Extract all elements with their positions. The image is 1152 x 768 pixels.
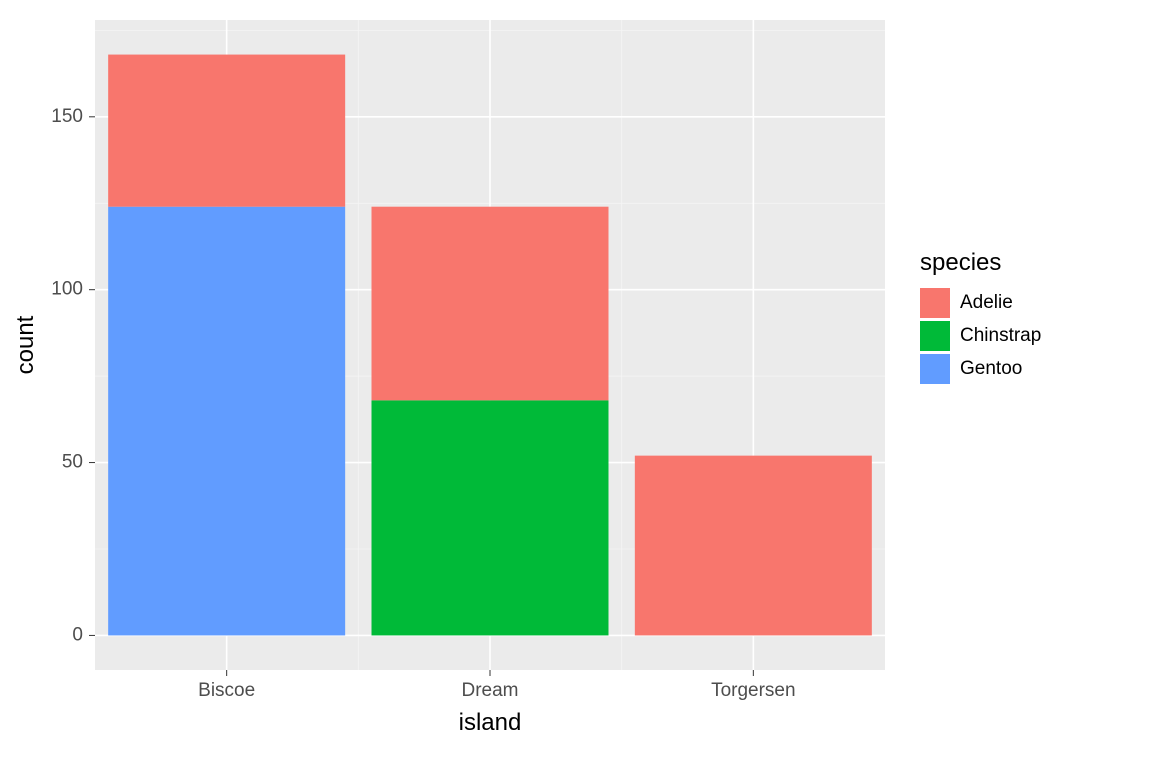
legend-label: Chinstrap	[960, 325, 1041, 346]
legend-label: Gentoo	[960, 358, 1022, 379]
legend-key	[920, 354, 950, 384]
bar-segment	[372, 207, 609, 401]
x-tick-label: Biscoe	[198, 680, 255, 701]
x-tick-label: Dream	[461, 680, 518, 701]
y-tick-label: 0	[72, 624, 83, 645]
bar-segment	[372, 400, 609, 635]
legend-key	[920, 321, 950, 351]
bar-segment	[635, 456, 872, 636]
chart-container: 0 50 100 150 Biscoe Dream Torgersen island count…	[0, 0, 1152, 768]
x-axis-title: island	[459, 709, 522, 736]
y-tick-label: 50	[62, 452, 83, 473]
x-tick-label: Torgersen	[711, 680, 796, 701]
legend-label: Adelie	[960, 292, 1013, 313]
y-tick-label: 150	[51, 106, 83, 127]
bar-segment	[108, 207, 345, 636]
legend-key	[920, 288, 950, 318]
y-axis-title: count	[12, 315, 39, 374]
y-tick-label: 100	[51, 279, 83, 300]
stacked-bar-chart: 0 50 100 150 Biscoe Dream Torgersen island count…	[0, 0, 1152, 768]
bar-segment	[108, 55, 345, 207]
legend-title: species	[920, 249, 1001, 276]
